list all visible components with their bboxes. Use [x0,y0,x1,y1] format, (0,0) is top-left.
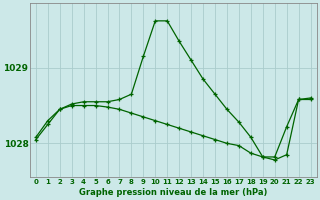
X-axis label: Graphe pression niveau de la mer (hPa): Graphe pression niveau de la mer (hPa) [79,188,268,197]
